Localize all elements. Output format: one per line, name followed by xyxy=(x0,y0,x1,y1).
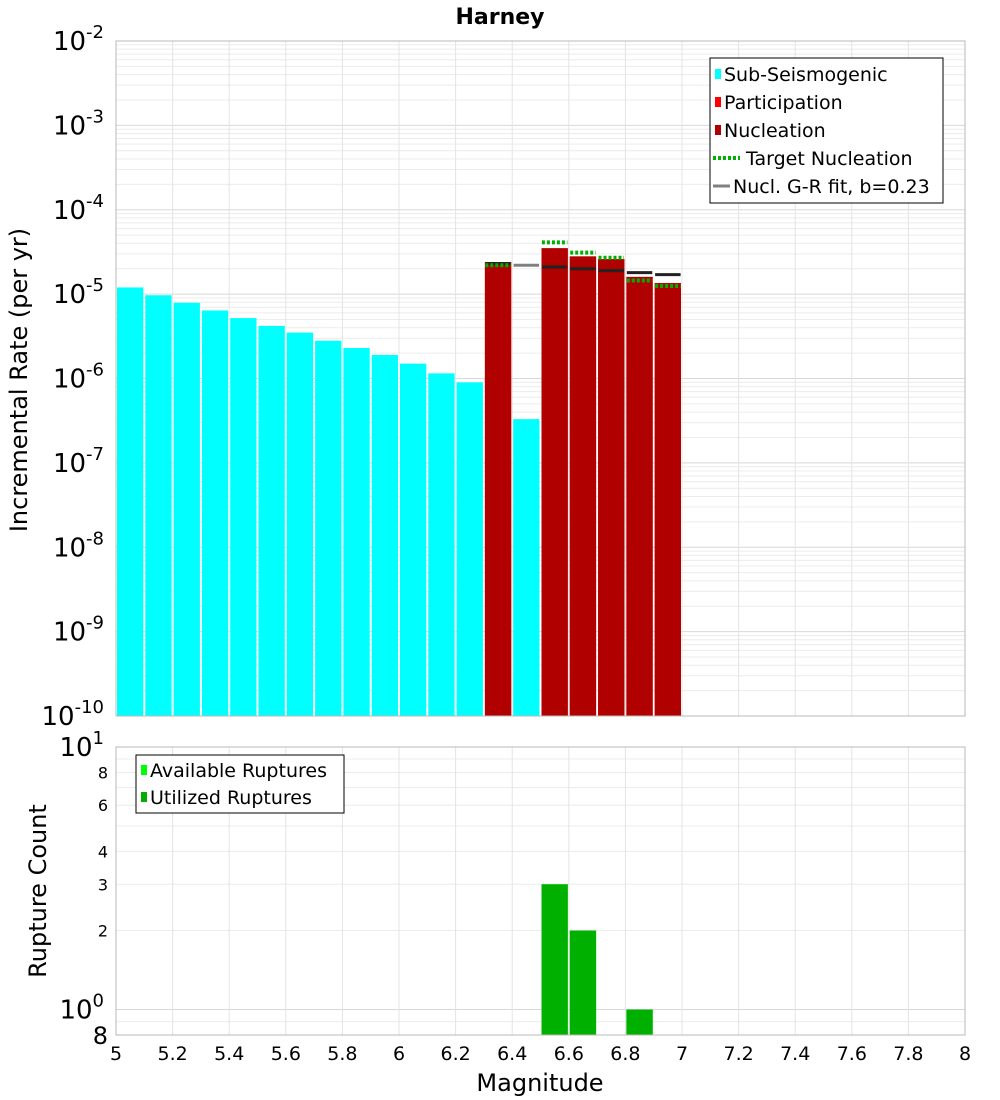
legend-label: Sub-Seismogenic xyxy=(724,64,888,86)
sub-seismogenic-bar xyxy=(258,325,285,716)
x-tick-label: 5 xyxy=(110,1043,122,1065)
legend-swatch xyxy=(141,765,147,775)
top-panel-series xyxy=(117,240,681,717)
top-legend: Sub-Seismogenic Participation Nucleation Ta… xyxy=(709,57,944,204)
y-tick-label: 10-8 xyxy=(53,528,104,563)
legend-label: Nucleation xyxy=(724,120,826,142)
top-y-tick-labels: 10-10 10-9 10-8 10-7 10-6 10-5 10-4 10-3 10-2 xyxy=(42,22,105,732)
x-axis-title: Magnitude xyxy=(476,1069,603,1097)
x-tick-label: 7 xyxy=(676,1043,688,1065)
y-tick-label: 10-3 xyxy=(53,106,104,141)
bottom-y-axis-title: Rupture Count xyxy=(24,804,52,978)
y-tick-label: 10-10 xyxy=(42,697,105,732)
x-tick-label: 5.8 xyxy=(327,1043,357,1065)
y-tick-label: 10-2 xyxy=(53,22,104,57)
legend-swatch xyxy=(715,69,721,79)
utilized-ruptures-bar xyxy=(569,930,597,1035)
sub-seismogenic-bar xyxy=(117,287,144,716)
x-tick-labels: 5 5.2 5.4 5.6 5.8 6 6.2 6.4 6.6 6.8 7 7.2 7.4 7.6 7.8 8 xyxy=(110,1043,971,1065)
legend-swatch xyxy=(141,792,147,802)
sub-seismogenic-bar xyxy=(456,382,483,716)
x-tick-label: 6.2 xyxy=(440,1043,470,1065)
nucleation-bar xyxy=(654,283,681,716)
nucleation-bar xyxy=(598,259,625,716)
x-tick-label: 7.2 xyxy=(723,1043,753,1065)
x-tick-label: 8 xyxy=(959,1043,971,1065)
sub-seismogenic-bar xyxy=(400,363,427,716)
legend-swatch xyxy=(715,97,721,107)
x-tick-label: 7.4 xyxy=(780,1043,810,1065)
y-tick-label: 100 xyxy=(59,991,104,1026)
x-tick-label: 6.6 xyxy=(554,1043,584,1065)
x-tick-label: 7.6 xyxy=(837,1043,867,1065)
y-tick-label: 8 xyxy=(93,1022,108,1050)
legend-label: Utilized Ruptures xyxy=(150,787,312,809)
y-tick-label: 6 xyxy=(98,796,108,815)
x-tick-label: 5.2 xyxy=(157,1043,187,1065)
nucleation-bar xyxy=(626,276,653,716)
utilized-ruptures-bar xyxy=(626,1009,653,1035)
top-y-axis-title: Incremental Rate (per yr) xyxy=(5,228,33,532)
utilized-ruptures-bar xyxy=(541,884,568,1035)
sub-seismogenic-bar xyxy=(343,347,370,716)
nucleation-bar xyxy=(484,262,512,716)
x-tick-label: 6.8 xyxy=(610,1043,640,1065)
sub-seismogenic-bar xyxy=(315,340,342,716)
sub-seismogenic-bar xyxy=(173,302,200,716)
sub-seismogenic-bar xyxy=(230,318,257,716)
y-tick-label: 4 xyxy=(98,842,108,861)
bottom-legend: Available Ruptures Utilized Ruptures xyxy=(135,754,345,814)
x-tick-label: 5.4 xyxy=(214,1043,244,1065)
sub-seismogenic-bar xyxy=(286,332,314,716)
legend-label: Available Ruptures xyxy=(150,760,327,782)
bottom-panel-series xyxy=(541,884,653,1035)
y-tick-label: 101 xyxy=(59,728,104,763)
legend-box xyxy=(709,57,944,204)
legend-box xyxy=(135,754,345,814)
chart-title: Harney xyxy=(455,5,544,30)
bottom-plot-frame xyxy=(115,746,966,1036)
y-tick-label: 10-5 xyxy=(53,275,104,310)
y-tick-label: 8 xyxy=(98,763,108,782)
sub-seismogenic-bar xyxy=(145,295,172,716)
x-tick-label: 6.4 xyxy=(497,1043,527,1065)
sub-seismogenic-bar xyxy=(428,373,455,716)
y-tick-label: 2 xyxy=(98,922,108,941)
y-tick-label: 10-4 xyxy=(53,191,104,226)
sub-seismogenic-bar xyxy=(201,310,229,716)
y-tick-label: 10-6 xyxy=(53,360,104,395)
nucleation-bar xyxy=(569,256,597,716)
legend-swatch xyxy=(715,125,721,135)
x-tick-label: 6 xyxy=(393,1043,405,1065)
x-tick-label: 7.8 xyxy=(893,1043,923,1065)
y-tick-label: 3 xyxy=(98,875,108,894)
sub-seismogenic-bar xyxy=(371,354,398,716)
legend-label: Target Nucleation xyxy=(745,148,913,170)
legend-label: Nucl. G-R fit, b=0.23 xyxy=(733,176,930,198)
y-tick-label: 10-7 xyxy=(53,444,104,479)
x-tick-label: 5.6 xyxy=(271,1043,301,1065)
y-tick-label: 10-9 xyxy=(53,613,104,648)
legend-label: Participation xyxy=(724,92,843,114)
top-panel-grid xyxy=(115,41,966,717)
nucleation-bar xyxy=(541,248,568,717)
top-plot-frame xyxy=(115,40,966,717)
sub-seismogenic-bar xyxy=(513,419,540,716)
